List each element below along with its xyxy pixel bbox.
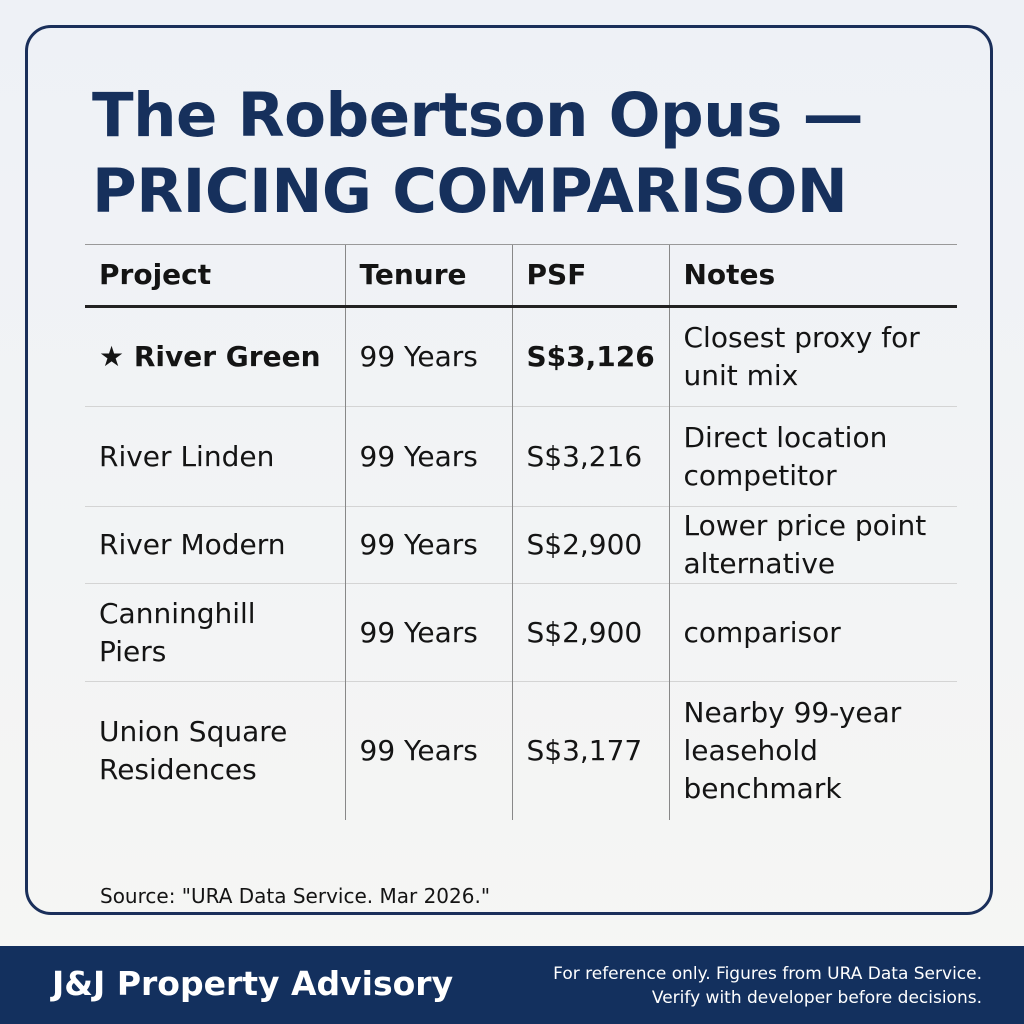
title: The Robertson Opus — PRICING COMPARISON xyxy=(92,78,864,230)
table-cell: River Modern xyxy=(85,506,345,584)
column-header: PSF xyxy=(511,244,669,308)
disclaimer-line: For reference only. Figures from URA Dat… xyxy=(553,964,982,984)
title-line: PRICING COMPARISON xyxy=(92,156,848,227)
table-cell: 99 Years xyxy=(344,583,512,682)
card xyxy=(25,25,993,915)
table-cell: S$2,900 xyxy=(511,506,669,584)
table-cell: 99 Years xyxy=(344,306,512,407)
table-row: River Linden 99 Years S$3,216 Direct locati… xyxy=(85,406,957,507)
table-row: Canninghill Piers 99 Years S$2,900 comparis… xyxy=(85,583,957,682)
pricing-table: Project Tenure PSF Notes ★ River Green 99 Ye… xyxy=(85,244,957,820)
table-cell: 99 Years xyxy=(344,406,512,507)
table-cell: S$3,177 xyxy=(511,681,669,820)
table-cell: 99 Years xyxy=(344,506,512,584)
table-cell: River Linden xyxy=(85,406,345,507)
table-cell: Lower price point alternative xyxy=(668,506,957,584)
column-header: Project xyxy=(85,244,345,308)
disclaimer-line: Verify with developer before decisions. xyxy=(651,988,982,1008)
table-body: ★ River Green 99 Years S$3,126 Closest prox… xyxy=(85,306,957,820)
title-line: The Robertson Opus — xyxy=(92,80,864,151)
table-cell: comparisor xyxy=(668,583,957,682)
table-cell: Canninghill Piers xyxy=(85,583,345,682)
table-row: ★ River Green 99 Years S$3,126 Closest prox… xyxy=(85,306,957,407)
table-cell: S$2,900 xyxy=(511,583,669,682)
footer: J&J Property Advisory For reference only… xyxy=(0,946,1024,1024)
table-cell: Closest proxy for unit mix xyxy=(668,306,957,407)
header-row: Project Tenure PSF Notes xyxy=(85,244,957,308)
table-cell: ★ River Green xyxy=(85,306,345,407)
table-row: Union Square Residences 99 Years S$3,177 Ne… xyxy=(85,681,957,820)
table-cell: S$3,216 xyxy=(511,406,669,507)
table-cell: Direct location competitor xyxy=(668,406,957,507)
column-header: Notes xyxy=(668,244,957,308)
table-cell: S$3,126 xyxy=(511,306,669,407)
table-cell: 99 Years xyxy=(344,681,512,820)
table-cell: Union Square Residences xyxy=(85,681,345,820)
column-header: Tenure xyxy=(344,244,512,308)
disclaimer: For reference only. Figures from URA Dat… xyxy=(553,962,982,1010)
brand: J&J Property Advisory xyxy=(52,964,454,1003)
table-cell: Nearby 99-year leasehold benchmark xyxy=(668,681,957,820)
table-row: River Modern 99 Years S$2,900 Lower price p… xyxy=(85,506,957,584)
source: Source: "URA Data Service. Mar 2026." xyxy=(100,884,491,908)
